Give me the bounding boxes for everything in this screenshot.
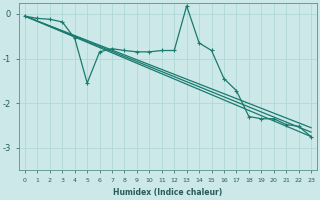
X-axis label: Humidex (Indice chaleur): Humidex (Indice chaleur) bbox=[113, 188, 223, 197]
